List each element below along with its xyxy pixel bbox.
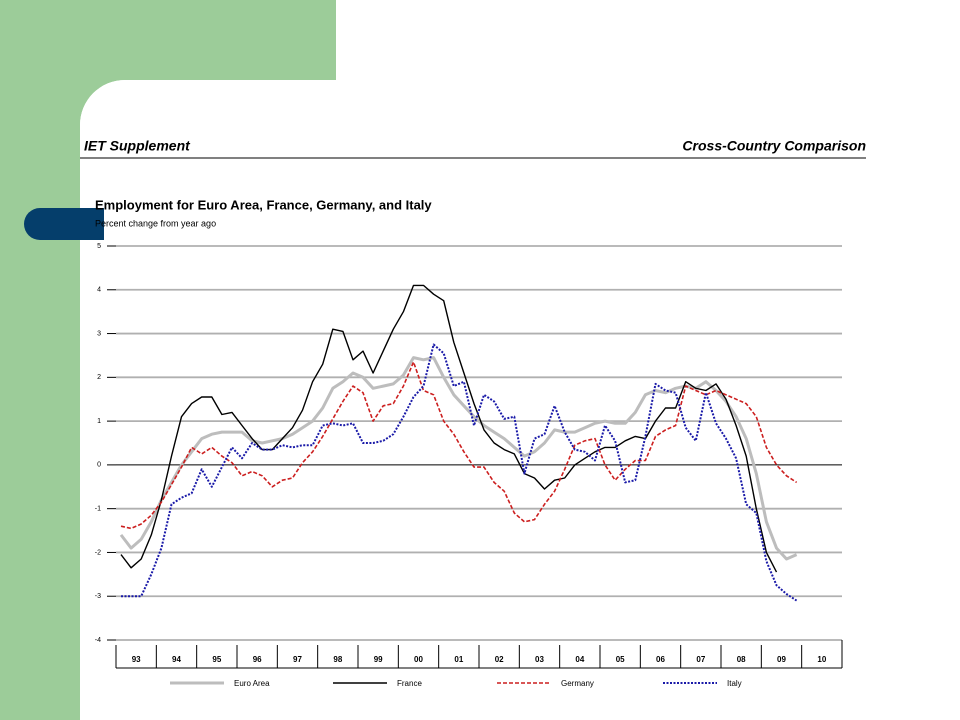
legend-label: Germany	[561, 679, 594, 688]
series-line	[120, 284, 778, 573]
y-tick-label: 0	[97, 462, 101, 469]
chart-subtitle: Percent change from year ago	[95, 218, 216, 228]
header-left: IET Supplement	[84, 138, 191, 154]
x-tick-label: 99	[374, 655, 383, 664]
x-tick-label: 98	[333, 655, 342, 664]
green-corner	[80, 80, 125, 125]
x-tick-label: 00	[414, 655, 423, 664]
content-bg	[80, 80, 960, 720]
x-tick-label: 93	[132, 655, 141, 664]
header-right: Cross-Country Comparison	[682, 138, 866, 154]
legend-label: Euro Area	[234, 679, 270, 688]
y-tick-label: 5	[97, 243, 101, 250]
x-tick-label: 94	[172, 655, 181, 664]
x-tick-label: 08	[737, 655, 746, 664]
y-tick-label: 1	[97, 418, 101, 425]
blue-tab-end	[80, 208, 104, 240]
legend-label: France	[397, 679, 422, 688]
legend-label: Italy	[727, 679, 742, 688]
y-tick-label: -3	[95, 593, 101, 600]
x-tick-label: 96	[253, 655, 262, 664]
y-tick-label: -1	[95, 506, 101, 513]
x-tick-label: 03	[535, 655, 544, 664]
x-tick-label: 06	[656, 655, 665, 664]
x-tick-label: 10	[817, 655, 826, 664]
y-tick-label: 2	[97, 374, 101, 381]
y-tick-label: 4	[97, 287, 101, 294]
x-tick-label: 97	[293, 655, 302, 664]
x-tick-label: 07	[696, 655, 705, 664]
x-tick-label: 09	[777, 655, 786, 664]
y-tick-label: 3	[97, 330, 101, 337]
series-line	[121, 343, 798, 602]
x-tick-label: 02	[495, 655, 504, 664]
x-tick-label: 04	[575, 655, 584, 664]
y-tick-label: -2	[95, 549, 101, 556]
y-tick-label: -4	[95, 637, 101, 644]
x-tick-label: 01	[454, 655, 463, 664]
x-tick-label: 05	[616, 655, 625, 664]
green-panel-left	[0, 0, 80, 720]
chart-title: Employment for Euro Area, France, German…	[95, 197, 432, 212]
series-line	[120, 361, 798, 530]
x-tick-label: 95	[212, 655, 221, 664]
